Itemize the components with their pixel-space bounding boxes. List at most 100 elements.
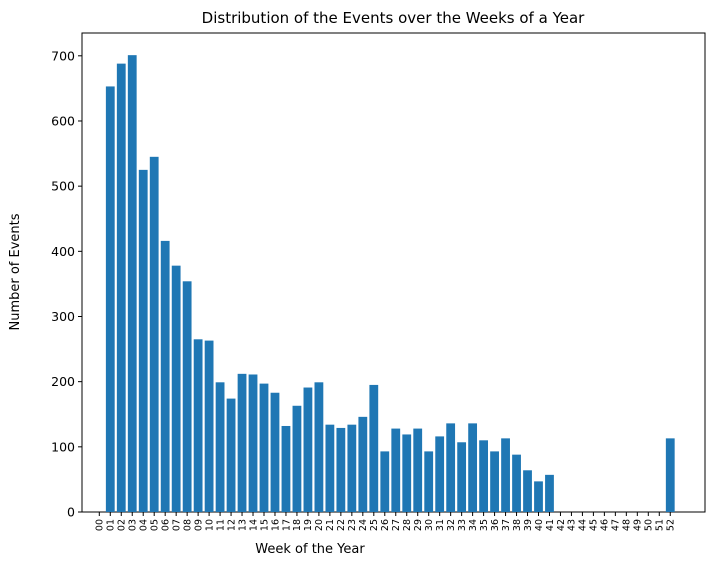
x-tick-label: 17	[281, 519, 292, 531]
x-tick-label: 06	[160, 519, 171, 531]
y-axis-ticks: 0 100 200 300 400 500 600 700	[51, 48, 82, 520]
x-tick-label: 01	[106, 519, 117, 531]
bar-week-07	[171, 265, 181, 512]
bar-week-12	[226, 398, 236, 512]
bar-week-32	[446, 423, 456, 512]
x-tick-label: 45	[589, 519, 600, 531]
x-tick-label: 25	[369, 519, 380, 531]
x-tick-label: 16	[270, 519, 281, 531]
bar-week-22	[336, 427, 346, 512]
x-tick-label: 07	[171, 519, 182, 531]
x-tick-label: 46	[600, 519, 611, 531]
x-tick-label: 20	[314, 519, 325, 531]
bar-week-28	[402, 434, 412, 512]
x-tick-label: 36	[490, 519, 501, 531]
x-tick-label: 39	[523, 519, 534, 531]
x-tick-label: 08	[182, 519, 193, 531]
bar-week-02	[116, 63, 126, 512]
bar-week-27	[391, 428, 401, 512]
bar-week-52	[665, 438, 675, 512]
y-tick-label: 600	[51, 113, 75, 128]
x-tick-label: 10	[204, 519, 215, 531]
bar-week-04	[138, 169, 148, 513]
bar-week-25	[369, 384, 379, 512]
y-tick-label: 500	[51, 179, 75, 194]
x-tick-label: 03	[128, 519, 139, 531]
bar-week-20	[314, 382, 324, 512]
x-tick-label: 24	[358, 519, 369, 531]
x-tick-label: 44	[578, 519, 589, 531]
bar-week-31	[435, 436, 445, 512]
bar-week-41	[545, 474, 554, 512]
x-tick-label: 29	[413, 519, 424, 531]
bar-week-23	[347, 424, 357, 512]
x-tick-label: 37	[501, 519, 512, 531]
x-tick-label: 51	[655, 519, 666, 531]
x-tick-label: 42	[556, 519, 567, 531]
x-tick-label: 48	[622, 519, 633, 531]
bar-week-15	[259, 383, 269, 512]
x-tick-label: 22	[336, 519, 347, 531]
y-axis-label: Number of Events	[8, 213, 23, 330]
x-axis-ticks: 00 01 02 03 04 05 06 07 08 09 10 11 12 13 14 15 16 17 18 19…	[95, 512, 677, 531]
x-tick-label: 02	[117, 519, 128, 531]
x-tick-label: 09	[193, 519, 204, 531]
x-tick-label: 19	[303, 519, 314, 531]
x-tick-label: 38	[512, 519, 523, 531]
x-tick-label: 32	[446, 519, 457, 531]
x-axis-label: Week of the Year	[255, 542, 365, 557]
bar-week-19	[303, 387, 313, 512]
x-tick-label: 40	[534, 519, 545, 531]
bar-week-14	[248, 374, 258, 512]
bar-week-16	[270, 392, 280, 512]
x-tick-label: 34	[468, 519, 479, 531]
bar-week-10	[204, 340, 214, 512]
bar-week-11	[215, 382, 225, 512]
bar-week-21	[325, 424, 335, 512]
bar-week-26	[380, 451, 390, 512]
y-tick-label: 100	[51, 439, 75, 454]
chart-title: Distribution of the Events over the Week…	[202, 9, 586, 27]
x-tick-label: 35	[479, 519, 490, 531]
y-tick-label: 700	[51, 48, 75, 63]
x-tick-label: 26	[380, 519, 391, 531]
x-tick-label: 28	[402, 519, 413, 531]
bar-week-36	[490, 451, 499, 512]
bar-week-30	[424, 451, 434, 512]
bar-week-38	[512, 454, 521, 512]
x-tick-label: 33	[457, 519, 468, 531]
bar-week-03	[127, 55, 137, 512]
bar-week-34	[468, 423, 478, 512]
bars	[105, 55, 675, 513]
bar-week-09	[193, 339, 203, 512]
x-tick-label: 05	[150, 519, 161, 531]
x-tick-label: 27	[391, 519, 402, 531]
bar-week-29	[413, 428, 423, 512]
y-tick-label: 200	[51, 374, 75, 389]
x-tick-label: 41	[545, 519, 556, 531]
y-tick-label: 300	[51, 309, 75, 324]
x-tick-label: 52	[666, 519, 677, 531]
x-tick-label: 43	[567, 519, 578, 531]
x-tick-label: 18	[292, 519, 303, 531]
x-tick-label: 13	[237, 519, 248, 531]
bar-week-05	[149, 156, 159, 512]
bar-week-39	[523, 470, 532, 512]
x-tick-label: 31	[435, 519, 446, 531]
x-tick-label: 49	[633, 519, 644, 531]
bar-week-01	[105, 86, 115, 512]
x-tick-label: 14	[248, 519, 259, 531]
x-tick-label: 15	[259, 519, 270, 531]
bar-week-24	[358, 416, 368, 512]
x-tick-label: 47	[611, 519, 622, 531]
x-tick-label: 21	[325, 519, 336, 531]
bar-week-18	[292, 405, 302, 512]
bar-week-37	[501, 438, 510, 512]
x-tick-label: 23	[347, 519, 358, 531]
x-tick-label: 30	[424, 519, 435, 531]
bar-week-06	[160, 240, 170, 512]
bar-week-40	[534, 481, 543, 512]
bar-week-33	[457, 442, 467, 512]
